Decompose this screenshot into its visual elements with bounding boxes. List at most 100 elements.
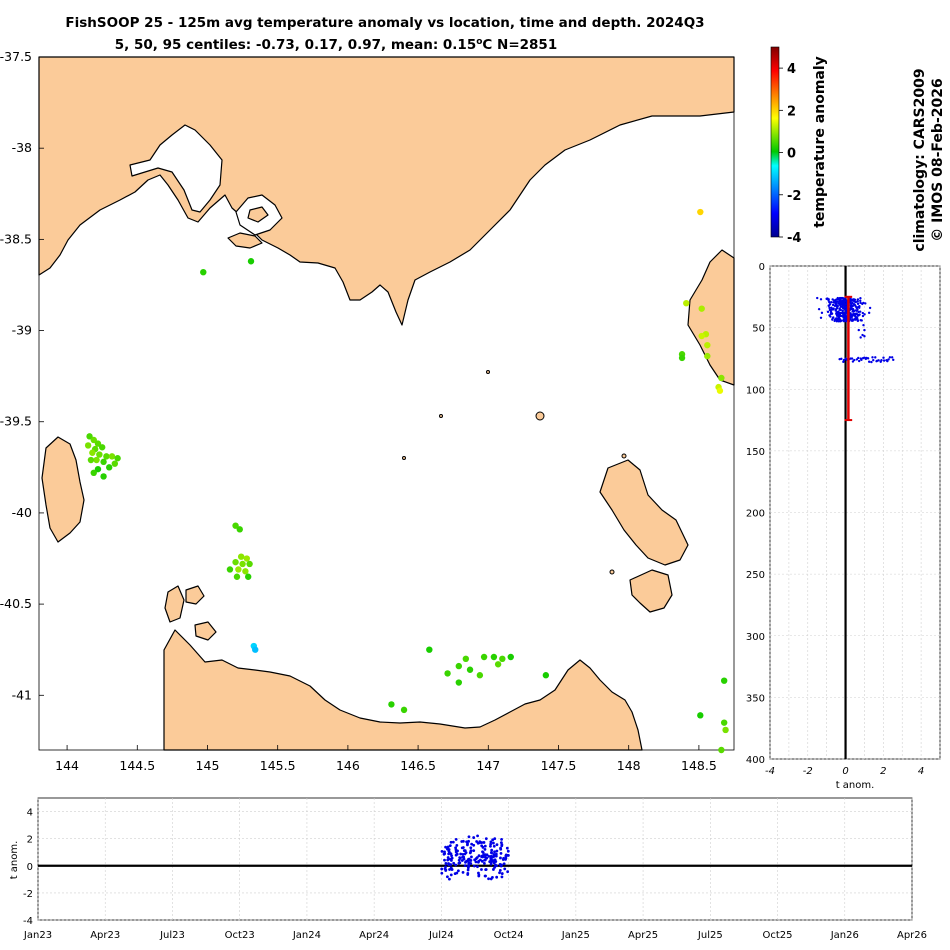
ts-point [495,875,499,879]
map-point-22 [103,453,110,460]
ts-point [447,857,451,861]
ts-point [481,845,485,849]
ts-point [454,853,458,857]
ts-point [483,848,487,851]
map-point-33 [232,522,239,529]
profile-point [857,359,861,363]
land-three-hummock-island [185,585,205,605]
map-xtick-0: 144 [55,758,79,773]
profile-point [834,318,837,321]
profile-point [842,358,846,362]
ts-point [454,863,458,867]
ts-ytick-3: -2 [23,889,33,900]
ts-point [466,868,470,872]
map-point-7 [704,341,711,349]
profile-point [831,303,835,307]
profile-point [856,319,860,323]
map-xtick-4: 146 [336,758,360,773]
islet-2 [621,453,627,459]
land-flinders-island [599,459,689,566]
ts-point [469,846,473,850]
islet-3 [609,569,615,575]
map-point-38 [239,560,246,568]
profile-point [867,360,871,363]
ts-point [481,851,485,854]
ts-point [493,865,496,869]
profile-point [861,314,865,318]
map-point-37 [232,558,239,566]
land-cape-barren-island [629,569,673,613]
profile-point [864,302,867,305]
map-point-0 [200,268,207,276]
islet-1 [535,411,545,421]
ts-point [450,854,453,858]
ts-point [505,846,509,850]
title-line-2: 5, 50, 95 centiles: -0.73, 0.17, 0.97, m… [115,37,557,53]
ts-point [455,843,459,847]
profile-mean [844,295,853,422]
map-point-27 [93,456,100,464]
profile-point [866,357,870,360]
profile-point [817,307,821,311]
ts-point [500,872,504,875]
profile-point [890,356,894,359]
map-ytick-1: -38 [12,140,32,155]
profile-point [839,318,842,322]
map-point-24 [114,455,121,462]
ts-point [487,854,491,858]
ts-point [502,856,506,860]
profile-point [828,306,831,310]
ts-point [489,842,493,846]
map-point-40 [226,566,234,573]
map-x-axis: 144 144.5 145 145.5 146 146.5 147 147.5 148 148.5 [55,745,717,773]
profile-point [839,314,843,318]
cb-tick-4: -4 [787,231,801,246]
ts-point [444,862,448,865]
ts-point [500,838,503,841]
map-xtick-3: 145.5 [260,758,296,773]
ts-point [503,867,507,871]
map-xtick-1: 144.5 [119,758,155,773]
map-point-52 [507,653,514,661]
ts-point [476,834,479,838]
ts-point [473,858,477,862]
profile-point [857,356,860,360]
ts-point [492,853,496,856]
profile-point [835,298,838,301]
land-french-island [247,206,269,223]
map-point-36 [243,555,250,562]
profile-point [851,298,854,301]
ts-point [478,840,482,844]
ts-point [447,849,451,853]
ts-point [446,875,449,879]
ts-point [491,841,495,845]
profile-point [856,317,859,320]
port-phillip-bay [129,124,223,213]
map-point-34 [236,526,243,533]
ts-xtick-3: Oct23 [225,930,255,941]
ts-point [482,841,486,844]
map-point-55 [466,666,474,673]
profile-point [819,316,823,319]
map-point-58 [542,672,550,679]
map-point-15 [90,436,97,444]
map-islets [402,370,627,575]
ts-point [466,871,470,875]
map-xtick-8: 148 [617,758,641,773]
profile-point [850,307,853,310]
map-ytick-3: -39 [12,323,32,338]
profile-point [871,356,874,359]
ts-point [444,845,447,849]
map-point-54 [494,661,502,668]
profile-point [863,335,866,338]
ts-point [459,852,463,856]
ts-point [493,858,497,862]
colorbar-label: temperature anomaly [812,56,828,228]
ts-point [472,843,476,847]
profile-xtick-2: 0 [842,766,848,777]
ts-point [478,858,482,862]
profile-point [892,358,895,362]
ts-point [467,861,471,865]
ts-point [493,850,496,854]
